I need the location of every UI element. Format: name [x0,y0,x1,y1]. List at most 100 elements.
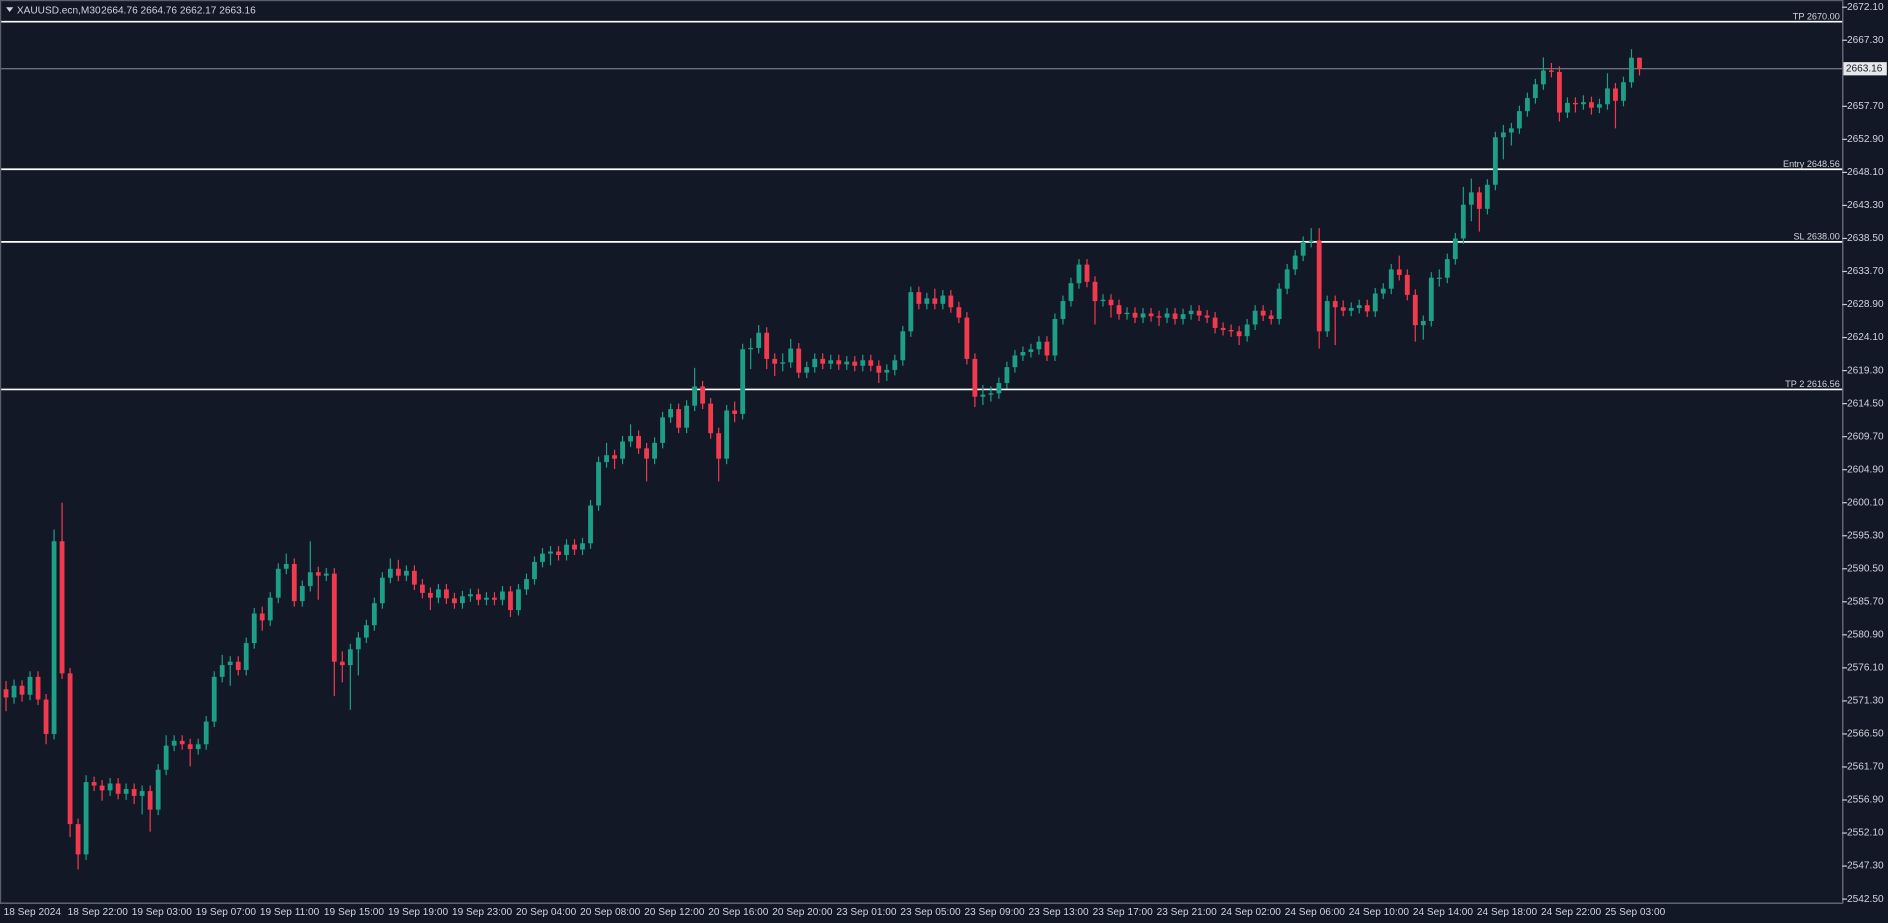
candle-body [1004,367,1010,383]
y-tick-label: 2561.70 [1847,762,1884,773]
y-tick-label: 2590.50 [1847,563,1884,574]
candle-body [1220,327,1226,330]
candle-body [564,544,569,556]
candle-body [1284,269,1290,289]
candle-body [411,570,417,585]
x-tick-label: 20 Sep 12:00 [644,907,705,918]
candle-body [363,625,369,638]
candle-body [844,361,850,365]
candle-body [828,360,834,364]
candle-body [1316,240,1322,332]
candle-body [59,541,65,674]
candle-body [1204,315,1210,318]
candle-body [243,643,249,670]
candle-body [972,358,978,397]
candle-body [331,573,337,662]
y-tick-label: 2643.30 [1847,200,1884,211]
candle-body [435,589,441,598]
x-tick-label: 23 Sep 01:00 [836,907,897,918]
candle-body [99,785,105,791]
candle-body [1404,274,1410,295]
candle-body [203,721,209,745]
candle-body [620,441,625,459]
candle-body [1140,313,1146,318]
candle-body [1516,111,1522,129]
candle-body [299,585,305,602]
candle-body [644,448,649,459]
y-tick-label: 2552.10 [1847,828,1884,839]
candle-body [387,568,393,578]
candle-body [1116,305,1122,315]
candle-body [1613,88,1618,101]
candle-body [868,360,874,366]
candle-body [964,317,970,359]
candle-body [1244,324,1250,337]
menu-triangle[interactable] [6,7,14,13]
candle-body [251,613,257,644]
candle-body [788,348,794,363]
candle-body [187,744,193,750]
x-tick-label: 24 Sep 06:00 [1285,907,1346,918]
candle-body [764,332,770,359]
candle-body [1476,192,1482,209]
candle-body [1044,341,1050,356]
candle-body [884,369,890,373]
candle-body [460,596,465,604]
candle-body [1028,349,1034,353]
y-tick-label: 2556.90 [1847,795,1884,806]
x-tick-label: 25 Sep 03:00 [1605,907,1666,918]
candle-body [580,543,585,550]
candle-body [1621,82,1626,101]
candle-body [1052,318,1058,356]
candle-body [748,347,754,350]
x-tick-label: 20 Sep 04:00 [516,907,577,918]
candle-body [1124,312,1130,315]
candle-body [1196,310,1202,316]
candle-body [315,572,321,576]
candle-body [1020,352,1026,356]
candle-body [1629,57,1634,83]
candle-body [468,594,473,597]
candle-body [107,783,113,791]
y-tick-label: 2566.50 [1847,729,1884,740]
candle-body [179,740,185,745]
candle-body [556,551,561,556]
candle-body [1188,310,1194,315]
candle-body [1100,299,1106,302]
candle-body [211,676,217,722]
candle-body [1076,264,1082,284]
candle-body [419,584,425,593]
x-tick-label: 20 Sep 08:00 [580,907,641,918]
x-tick-label: 23 Sep 13:00 [1029,907,1090,918]
candle-body [740,349,746,414]
candle-body [1164,313,1170,318]
quote-label: 2664.76 2664.76 2662.17 2663.16 [101,6,256,17]
candle-body [1540,70,1546,85]
candle-body [1276,288,1282,319]
candle-body [339,661,345,666]
candle-body [484,597,489,600]
candle-body [876,365,882,373]
y-tick-label: 2600.10 [1847,497,1884,508]
y-tick-label: 2604.90 [1847,464,1884,475]
y-tick-label: 2633.70 [1847,266,1884,277]
candle-body [1180,314,1186,319]
candle-body [171,740,177,746]
x-tick-label: 19 Sep 15:00 [324,907,385,918]
y-tick-label: 2542.50 [1847,894,1884,905]
candle-body [628,435,633,442]
candle-body [1428,277,1434,322]
candle-body [980,394,986,397]
candle-body [1148,313,1154,317]
candle-body [1452,238,1458,260]
candle-body [908,292,914,332]
candle-body [1364,305,1370,312]
candle-body [403,570,409,576]
candle-body [235,661,241,670]
candle-body [1212,317,1218,328]
candle-body [612,455,617,459]
candle-body [924,298,930,304]
candle-body [1412,294,1418,326]
